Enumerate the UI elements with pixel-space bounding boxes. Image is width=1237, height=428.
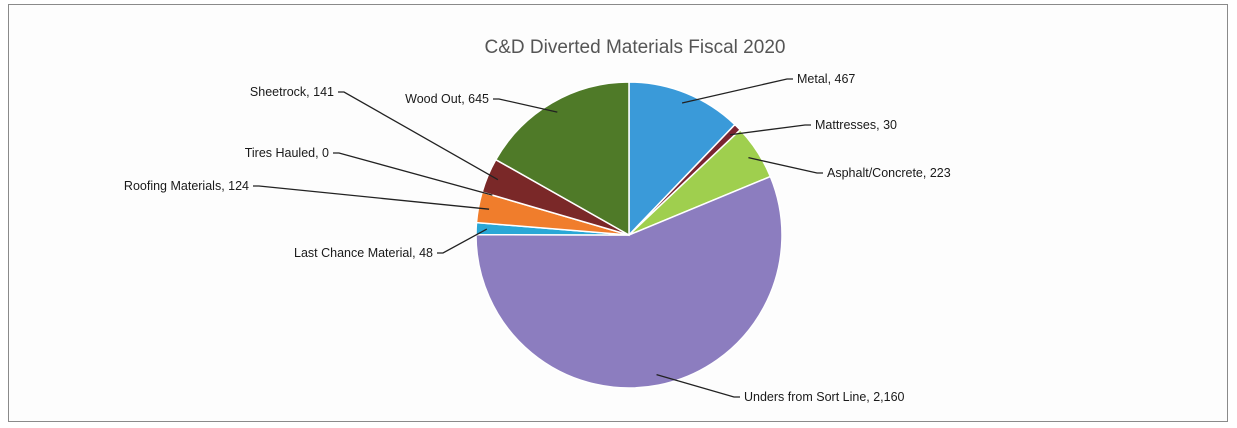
chart-frame: C&D Diverted Materials Fiscal 2020 Metal…	[8, 4, 1228, 422]
chart-title: C&D Diverted Materials Fiscal 2020	[485, 37, 786, 58]
data-label-roofing-materials: Roofing Materials, 124	[124, 179, 249, 193]
leader-line-tires-hauled	[333, 152, 493, 196]
pie-slice-metal	[628, 81, 736, 237]
data-label-tires-hauled: Tires Hauled, 0	[245, 146, 329, 160]
data-label-unders-from-sort-line: Unders from Sort Line, 2,160	[744, 390, 905, 404]
pie-slices	[475, 81, 783, 389]
leader-line-sheetrock	[338, 91, 499, 181]
leader-lines	[253, 78, 823, 398]
data-label-last-chance-material: Last Chance Material, 48	[294, 246, 433, 260]
leader-line-wood-out	[493, 98, 558, 113]
data-label-metal: Metal, 467	[797, 72, 855, 86]
data-label-mattresses: Mattresses, 30	[815, 118, 897, 132]
pie-slice-unders-from-sort-line	[475, 175, 783, 389]
data-label-wood-out: Wood Out, 645	[405, 92, 489, 106]
pie-slice-wood-out	[494, 81, 630, 237]
slice-labels: Metal, 467 Mattresses, 30 Asphalt/Concrete…	[124, 72, 951, 404]
data-label-asphalt-concrete: Asphalt/Concrete, 223	[827, 166, 951, 180]
leader-line-mattresses	[729, 124, 811, 136]
data-label-sheetrock: Sheetrock, 141	[250, 85, 334, 99]
leader-line-unders-from-sort-line	[656, 373, 740, 398]
leader-line-last-chance-material	[437, 228, 488, 254]
leader-line-asphalt-concrete	[748, 157, 823, 174]
pie-chart: C&D Diverted Materials Fiscal 2020 Metal…	[124, 37, 951, 404]
leader-line-roofing-materials	[253, 185, 490, 210]
leader-line-metal	[681, 78, 793, 104]
